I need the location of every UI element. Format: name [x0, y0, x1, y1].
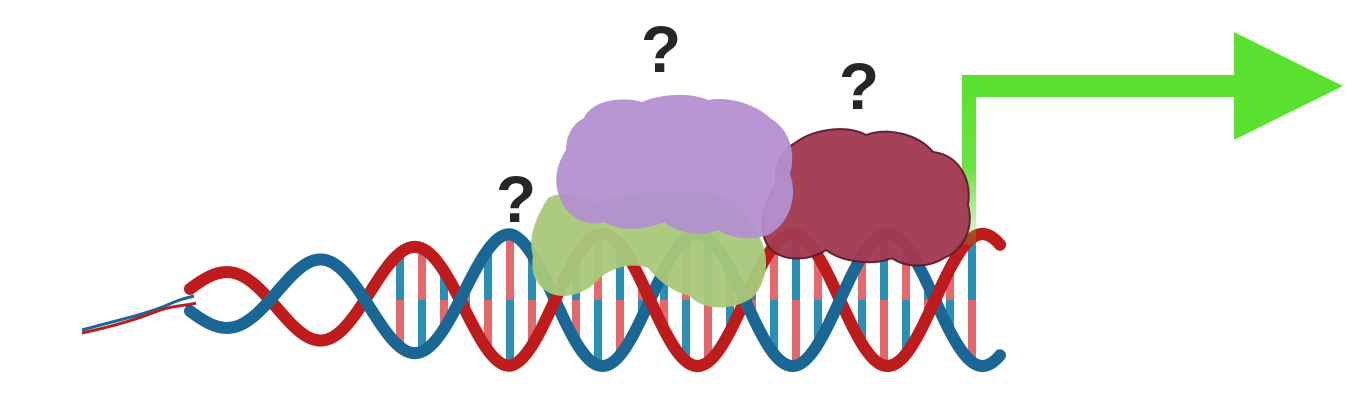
question-mark-top: ?: [641, 12, 681, 86]
protein-maroon: [761, 128, 971, 267]
question-mark-right: ?: [839, 49, 879, 123]
dna-tail-blue: [81, 294, 195, 332]
transcription-start-arrow-icon: [962, 32, 1343, 245]
question-mark-left: ?: [496, 162, 536, 236]
dna-tail-red: [81, 301, 197, 335]
protein-purple: [556, 94, 794, 239]
